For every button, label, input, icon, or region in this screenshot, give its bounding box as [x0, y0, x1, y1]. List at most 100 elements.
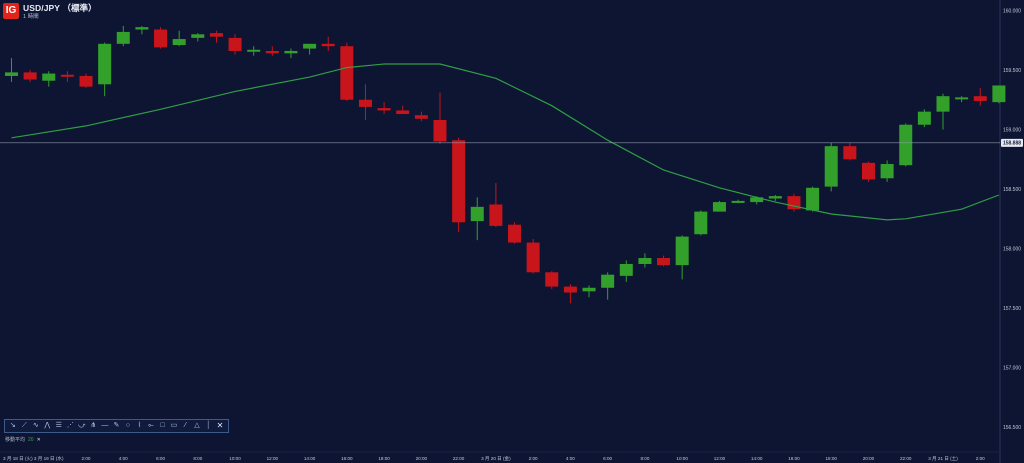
candle[interactable] — [657, 255, 671, 267]
candle[interactable] — [694, 210, 708, 236]
candle[interactable] — [675, 235, 689, 280]
candle[interactable] — [98, 42, 112, 97]
candle[interactable] — [358, 84, 372, 120]
fib-arc-icon[interactable]: ⤻ — [78, 422, 86, 429]
vertical-line-icon[interactable]: │ — [206, 422, 211, 429]
candle[interactable] — [973, 87, 987, 106]
candle-body — [98, 43, 112, 85]
candle[interactable] — [619, 260, 633, 282]
candle[interactable] — [824, 142, 838, 192]
pencil-icon[interactable]: ✎ — [113, 422, 120, 429]
candle[interactable] — [936, 93, 950, 130]
candle[interactable] — [787, 193, 801, 212]
toolbar-close-icon[interactable]: ✕ — [216, 421, 224, 430]
ray-icon[interactable]: ⟜ — [148, 422, 154, 429]
candle[interactable] — [396, 105, 410, 115]
candle[interactable] — [582, 285, 596, 298]
candle[interactable] — [172, 30, 186, 47]
candle[interactable] — [116, 25, 130, 47]
indicator-label[interactable]: 移動平均 — [5, 437, 26, 443]
channel-icon[interactable]: ☰ — [55, 422, 62, 429]
candle[interactable] — [303, 43, 317, 55]
candle-body — [750, 197, 764, 203]
candle[interactable] — [414, 111, 428, 122]
candle[interactable] — [228, 34, 242, 55]
text-box-icon[interactable]: ▭ — [170, 422, 178, 429]
candle[interactable] — [209, 30, 223, 43]
candle[interactable] — [154, 27, 168, 49]
candle-body — [42, 73, 56, 81]
candle[interactable] — [601, 272, 615, 300]
line-icon[interactable]: ⁄ — [184, 422, 187, 429]
price-axis[interactable]: 160.000 159.500 159.000 158.500 158.000 157.5… — [1001, 8, 1023, 431]
candle[interactable] — [806, 186, 820, 212]
candle[interactable] — [470, 197, 484, 241]
candle[interactable] — [880, 160, 894, 182]
horizontal-line-icon[interactable]: — — [101, 422, 109, 429]
candle[interactable] — [191, 33, 205, 42]
candle-body — [712, 202, 726, 212]
brush-icon[interactable]: ⌇ — [137, 422, 142, 429]
fib-fan-icon[interactable]: ⋰ — [66, 422, 74, 429]
candle-body — [545, 272, 559, 287]
candle[interactable] — [321, 36, 335, 51]
candle[interactable] — [340, 42, 354, 101]
candle-body — [675, 236, 689, 266]
candle-body — [601, 274, 615, 288]
candle[interactable] — [433, 92, 447, 144]
candle[interactable] — [955, 96, 969, 103]
candle[interactable] — [265, 46, 279, 56]
candle-body — [414, 115, 428, 119]
candle-body — [973, 96, 987, 101]
candle[interactable] — [917, 109, 931, 128]
candle[interactable] — [899, 123, 913, 167]
candle[interactable] — [768, 194, 782, 201]
candle[interactable] — [135, 25, 149, 35]
candle[interactable] — [452, 137, 466, 232]
candle[interactable] — [23, 70, 37, 82]
x-tick-label: 3 月 18 日 (火) 3 月 19 日 (水) — [3, 455, 64, 462]
candle[interactable] — [42, 71, 56, 87]
candle[interactable] — [712, 200, 726, 212]
candle[interactable] — [284, 48, 298, 59]
x-tick-label: 2:00 — [976, 456, 985, 461]
indicator-remove-icon[interactable]: ✕ — [36, 436, 41, 443]
candle[interactable] — [60, 71, 74, 82]
triangle-icon[interactable]: △ — [194, 422, 200, 429]
candle[interactable] — [79, 73, 93, 88]
time-axis[interactable]: 3 月 18 日 (火) 3 月 19 日 (水) 2:00 4:00 6:00 8:0… — [3, 455, 985, 462]
trend-arrow-icon[interactable]: ↘ — [9, 422, 16, 429]
circle-icon[interactable]: ○ — [125, 422, 131, 429]
candle[interactable] — [526, 238, 540, 274]
rectangle-icon[interactable]: □ — [160, 422, 165, 429]
moving-average-line — [11, 63, 1000, 221]
y-tick-label: 158.000 — [1003, 246, 1021, 252]
candle-body — [880, 164, 894, 179]
candle-body — [396, 110, 410, 115]
candle[interactable] — [638, 253, 652, 268]
candle[interactable] — [247, 46, 261, 56]
candle[interactable] — [377, 102, 391, 115]
candle[interactable] — [508, 222, 522, 244]
candle[interactable] — [861, 161, 875, 182]
candle[interactable] — [5, 58, 18, 82]
pitchfork-icon[interactable]: ⋔ — [90, 422, 97, 429]
chart-header: IG USD/JPY （標準） 1 時間 — [3, 3, 97, 21]
candle[interactable] — [563, 284, 577, 304]
y-tick-label: 160.000 — [1003, 8, 1021, 14]
candle[interactable] — [843, 142, 857, 161]
wave-icon[interactable]: ∿ — [32, 422, 39, 429]
candle-body — [638, 258, 652, 264]
instrument-title[interactable]: USD/JPY （標準） — [23, 3, 97, 13]
candle[interactable] — [545, 271, 559, 289]
candle[interactable] — [992, 85, 1006, 104]
timeframe-label[interactable]: 1 時間 — [23, 14, 39, 20]
candle-body — [154, 29, 168, 48]
candle[interactable] — [489, 183, 503, 228]
wave-up-icon[interactable]: ⋀ — [44, 422, 51, 429]
candle-body — [135, 27, 149, 30]
cross-line-icon[interactable]: ⟋ — [21, 422, 27, 429]
candle-body — [489, 204, 503, 226]
candle[interactable] — [731, 199, 745, 204]
